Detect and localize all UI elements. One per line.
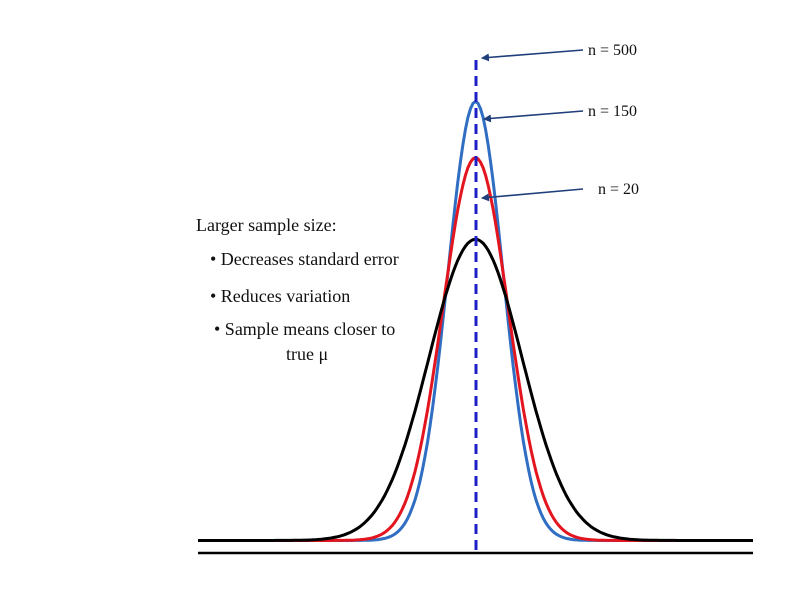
- note-bullet-variation: • Reduces variation: [210, 286, 351, 306]
- note-bullet-standard-error: • Decreases standard error: [210, 249, 399, 269]
- arrow-n-150: [483, 110, 584, 123]
- note-bullet-sample-means-continuation: true μ: [286, 344, 329, 364]
- label-n-500: n = 500: [588, 42, 637, 59]
- label-n-20: n = 20: [598, 181, 639, 198]
- notes-title: Larger sample size:: [196, 215, 337, 235]
- label-n-150: n = 150: [588, 103, 637, 120]
- arrow-n-500: [481, 49, 584, 62]
- note-bullet-sample-means: • Sample means closer to: [214, 319, 396, 339]
- arrow-n-20: [481, 188, 584, 202]
